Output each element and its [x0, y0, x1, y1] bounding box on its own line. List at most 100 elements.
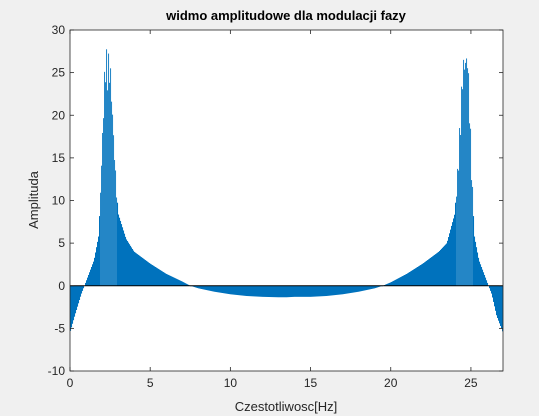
spectrum-bar [299, 285, 301, 297]
spectrum-bar [113, 135, 115, 286]
spectrum-bar [153, 265, 155, 286]
y-tick-label: 10 [52, 194, 66, 208]
spectrum-bar [225, 285, 227, 294]
spectrum-bar [93, 261, 95, 286]
spectrum-bar [86, 280, 88, 286]
spectrum-bar [101, 165, 103, 286]
spectrum-bar [399, 277, 401, 286]
spectrum-bar [333, 285, 335, 296]
spectrum-bar [456, 196, 458, 286]
spectrum-bar [396, 279, 398, 286]
spectrum-bar [394, 280, 396, 286]
spectrum-bar [149, 263, 151, 286]
spectrum-bar [314, 285, 316, 297]
spectrum-bar [438, 251, 440, 286]
spectrum-bar [163, 272, 165, 286]
spectrum-bar [241, 285, 243, 296]
spectrum-bar [160, 270, 162, 286]
spectrum-bar [403, 275, 405, 286]
spectrum-bar [329, 285, 331, 296]
spectrum-bar [484, 274, 486, 286]
spectrum-bar [90, 269, 92, 286]
spectrum-bar [230, 285, 232, 295]
spectrum-bar [252, 285, 254, 297]
spectrum-bar [121, 224, 123, 286]
spectrum-bar [297, 285, 299, 297]
spectrum-bar [104, 71, 106, 286]
spectrum-bar [360, 285, 362, 292]
spectrum-bar [489, 285, 491, 289]
spectrum-bar [202, 285, 204, 290]
spectrum-bar [88, 274, 90, 286]
spectrum-bar [251, 285, 253, 297]
spectrum-bar [164, 272, 166, 286]
spectrum-bar [402, 276, 404, 286]
spectrum-bar [223, 285, 225, 294]
spectrum-bar [197, 285, 199, 289]
spectrum-bar [128, 242, 130, 286]
spectrum-bar [398, 278, 400, 286]
spectrum-bar [141, 257, 143, 286]
spectrum-bar [276, 285, 278, 298]
spectrum-bar [159, 269, 161, 286]
spectrum-bar [161, 270, 163, 286]
spectrum-bar [487, 282, 489, 286]
spectrum-bar [352, 285, 354, 293]
spectrum-bar [138, 254, 140, 286]
y-tick-label: 30 [52, 23, 66, 37]
spectrum-bar [135, 252, 137, 286]
spectrum-bar [92, 264, 94, 286]
spectrum-bar [265, 285, 267, 297]
spectrum-bar [211, 285, 213, 292]
spectrum-bar [461, 86, 463, 286]
spectrum-bar [180, 280, 182, 286]
spectrum-bar [221, 285, 223, 293]
spectrum-bar [124, 233, 126, 286]
y-tick-label: 0 [58, 279, 65, 293]
spectrum-bar [435, 254, 437, 286]
spectrum-bar [277, 285, 279, 298]
spectrum-bar [148, 262, 150, 286]
spectrum-bar [369, 285, 371, 290]
spectrum-bar [405, 274, 407, 286]
spectrum-bar [270, 285, 272, 298]
spectrum-bar [176, 278, 178, 286]
spectrum-bar [365, 285, 367, 291]
spectrum-bar [294, 285, 296, 297]
spectrum-bar [315, 285, 317, 297]
spectrum-bar [186, 283, 188, 286]
spectrum-bar [331, 285, 333, 296]
spectrum-bar [178, 279, 180, 286]
spectrum-bar [440, 249, 442, 286]
spectrum-bar [490, 285, 492, 291]
spectrum-bar [328, 285, 330, 296]
spectrum-bar [432, 256, 434, 286]
spectrum-bar [134, 251, 136, 286]
spectrum-bar [260, 285, 262, 297]
spectrum-bar [404, 275, 406, 286]
spectrum-bar [443, 246, 445, 286]
spectrum-bar [185, 283, 187, 286]
spectrum-bar [268, 285, 270, 297]
spectrum-bar [357, 285, 359, 292]
spectrum-bar [120, 220, 122, 286]
spectrum-bar [370, 285, 372, 290]
spectrum-bar [100, 192, 102, 286]
spectrum-bar [417, 266, 419, 286]
axes-background [70, 30, 503, 371]
spectrum-bar [282, 285, 284, 298]
spectrum-bar [459, 128, 461, 286]
spectrum-bar [244, 285, 246, 296]
spectrum-bar [430, 257, 432, 286]
spectrum-bar [409, 272, 411, 286]
spectrum-bar [232, 285, 234, 295]
spectrum-bar [76, 285, 78, 310]
spectrum-bar [233, 285, 235, 295]
spectrum-bar [433, 255, 435, 286]
spectrum-bars [70, 49, 504, 332]
spectrum-bar [397, 278, 399, 286]
spectrum-bar [245, 285, 247, 296]
spectrum-bar [80, 285, 82, 297]
spectrum-bar [348, 285, 350, 294]
spectrum-bar [152, 265, 154, 286]
